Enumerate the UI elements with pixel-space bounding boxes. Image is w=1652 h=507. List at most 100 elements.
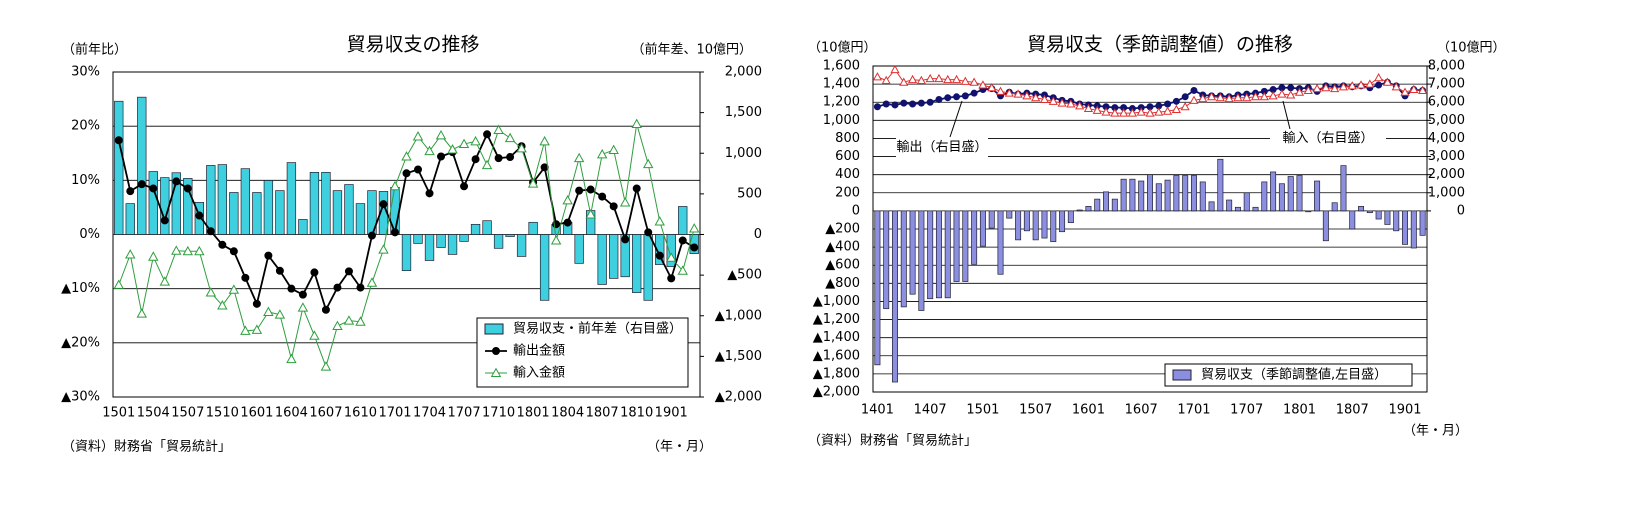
bar bbox=[1190, 175, 1197, 212]
y-tick-label: ▲800 bbox=[825, 276, 860, 291]
y-tick-label: 0% bbox=[79, 227, 100, 242]
marker bbox=[961, 92, 969, 100]
marker bbox=[264, 251, 273, 260]
chart-title: 貿易収支の推移 bbox=[346, 34, 479, 56]
bar bbox=[505, 234, 515, 237]
y2-tick-label: 500 bbox=[737, 186, 762, 201]
marker bbox=[1075, 101, 1085, 110]
bar bbox=[206, 165, 216, 235]
bar bbox=[678, 206, 688, 235]
y-tick-label: 1,600 bbox=[823, 59, 860, 74]
bar bbox=[1006, 210, 1013, 219]
y-tick-label: 30% bbox=[71, 65, 100, 80]
y2-tick-label: 0 bbox=[1457, 203, 1465, 218]
legend-label: 貿易収支（季節調整値,左目盛） bbox=[1201, 367, 1387, 383]
x-tick-label: 1810 bbox=[620, 406, 653, 421]
bar bbox=[1147, 174, 1153, 212]
y-tick-label: 200 bbox=[835, 185, 860, 200]
marker bbox=[1198, 93, 1208, 103]
marker bbox=[1356, 80, 1366, 89]
marker bbox=[881, 75, 891, 84]
bar bbox=[1366, 210, 1373, 214]
bar bbox=[160, 177, 170, 235]
marker bbox=[689, 223, 700, 233]
bar bbox=[1094, 198, 1101, 212]
marker bbox=[1145, 108, 1155, 117]
marker bbox=[298, 290, 307, 299]
marker bbox=[149, 184, 158, 193]
marker bbox=[642, 158, 654, 169]
marker bbox=[504, 132, 516, 143]
x-tick-label: 1701 bbox=[1177, 403, 1210, 418]
bar bbox=[436, 234, 446, 248]
marker bbox=[944, 94, 952, 102]
marker bbox=[172, 177, 181, 186]
marker bbox=[458, 138, 470, 149]
marker bbox=[1092, 105, 1102, 114]
bar bbox=[1419, 210, 1426, 236]
bar bbox=[1129, 178, 1136, 212]
y-tick-label: ▲1,200 bbox=[813, 312, 860, 327]
marker bbox=[481, 159, 493, 170]
marker bbox=[631, 118, 642, 128]
marker bbox=[333, 283, 342, 292]
marker bbox=[666, 252, 677, 262]
marker bbox=[900, 99, 908, 107]
bar bbox=[632, 234, 642, 293]
marker bbox=[389, 180, 401, 191]
marker bbox=[935, 96, 943, 104]
bar bbox=[1270, 171, 1277, 212]
bar bbox=[1402, 210, 1409, 245]
marker bbox=[412, 131, 424, 141]
marker bbox=[1287, 84, 1295, 92]
marker bbox=[425, 189, 434, 198]
marker bbox=[356, 283, 365, 292]
marker bbox=[252, 299, 261, 308]
y-tick-label: ▲1,400 bbox=[813, 330, 860, 345]
bar bbox=[1393, 210, 1400, 232]
bar bbox=[1173, 175, 1180, 212]
marker bbox=[414, 165, 423, 174]
marker bbox=[550, 235, 562, 245]
y-tick-label: 1,200 bbox=[823, 95, 860, 110]
y-tick-label: 1,000 bbox=[823, 113, 860, 128]
marker bbox=[1136, 107, 1146, 116]
marker bbox=[1268, 91, 1278, 100]
marker bbox=[1171, 104, 1181, 113]
marker bbox=[136, 308, 147, 318]
y2-axis-label: （10億円） bbox=[1437, 40, 1506, 56]
y2-tick-label: 4,000 bbox=[1428, 131, 1465, 146]
x-tick-label: 1801 bbox=[517, 406, 550, 421]
marker bbox=[1048, 96, 1058, 105]
marker bbox=[891, 101, 899, 109]
marker bbox=[1189, 95, 1199, 104]
x-tick-label: 1607 bbox=[309, 406, 342, 421]
bar bbox=[148, 171, 158, 235]
marker bbox=[527, 178, 539, 188]
bar bbox=[1032, 210, 1039, 241]
x-tick-label: 1510 bbox=[206, 406, 239, 421]
marker bbox=[378, 244, 389, 254]
bar bbox=[390, 187, 400, 235]
y-tick-label: 0 bbox=[852, 203, 860, 218]
bar bbox=[597, 234, 607, 285]
marker bbox=[934, 73, 944, 83]
y2-tick-label: ▲1,500 bbox=[715, 349, 762, 364]
marker bbox=[310, 268, 319, 277]
bar bbox=[424, 234, 435, 261]
marker bbox=[437, 152, 446, 161]
bar bbox=[1340, 165, 1347, 212]
marker bbox=[872, 72, 882, 81]
bar bbox=[240, 168, 251, 235]
bar bbox=[217, 164, 228, 235]
marker bbox=[1242, 92, 1252, 102]
x-tick-label: 1407 bbox=[914, 403, 947, 418]
bar bbox=[1076, 209, 1083, 212]
marker bbox=[171, 245, 182, 255]
x-tick-label: 1707 bbox=[1230, 403, 1263, 418]
marker bbox=[401, 151, 412, 161]
bar bbox=[997, 210, 1004, 275]
bar bbox=[171, 172, 181, 235]
marker bbox=[1013, 89, 1023, 98]
